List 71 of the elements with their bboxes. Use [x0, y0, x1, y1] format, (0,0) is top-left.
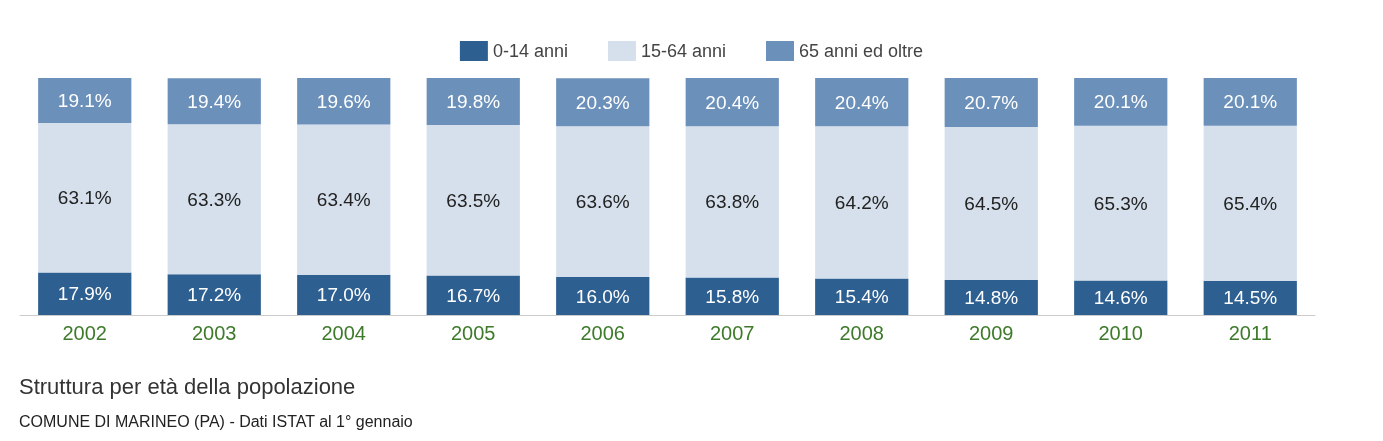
legend-label: 15-64 anni: [640, 41, 727, 61]
data-label: 19.8%: [446, 90, 501, 112]
bar: [1074, 78, 1168, 126]
data-label: 65.4%: [1223, 192, 1278, 214]
data-label: 64.2%: [834, 191, 889, 213]
bar: [1074, 280, 1168, 315]
data-label: 63.4%: [316, 189, 371, 211]
data-label: 15.4%: [834, 286, 889, 308]
data-label: 16.0%: [575, 285, 630, 307]
data-label: 16.7%: [446, 284, 501, 306]
bar: [167, 78, 261, 125]
x-tick-label: 2004: [321, 322, 366, 344]
bar: [297, 78, 391, 125]
data-label: 17.9%: [57, 283, 112, 305]
data-label: 14.6%: [1093, 287, 1148, 309]
text: COMUNE DI MARINEO (PA) - Dati ISTAT al 1° gennaio: [19, 412, 413, 430]
legend-label: 65 anni ed oltre: [799, 41, 924, 61]
x-tick-label: 2003: [192, 322, 237, 344]
x-tick-label: 2005: [451, 322, 496, 344]
bar: [426, 275, 520, 315]
data-label: 20.4%: [705, 91, 760, 113]
bar: [1074, 125, 1168, 281]
data-label: 64.5%: [964, 192, 1019, 214]
data-label: 20.1%: [1093, 91, 1148, 113]
bar: [556, 126, 650, 278]
legend-label: 0-14 anni: [492, 41, 568, 61]
bar: [944, 78, 1038, 128]
x-tick-label: 2011: [1228, 322, 1272, 344]
data-label: 20.1%: [1223, 91, 1278, 113]
data-label: 15.8%: [705, 285, 760, 307]
data-label: 14.8%: [964, 286, 1019, 308]
data-label: 17.2%: [187, 284, 242, 306]
bar: [38, 123, 132, 273]
data-label: 19.1%: [57, 90, 112, 112]
x-tick-label: 2008: [839, 322, 884, 344]
data-label: 63.5%: [446, 189, 501, 211]
bar: [426, 124, 520, 276]
bar: [556, 78, 650, 127]
x-tick-label: 2009: [969, 322, 1014, 344]
bar: [556, 277, 650, 315]
data-label: 19.4%: [187, 90, 242, 112]
x-tick-label: 2007: [710, 322, 755, 344]
data-label: 20.3%: [575, 91, 630, 113]
bar: [944, 127, 1038, 280]
x-tick-label: 2002: [62, 322, 107, 344]
data-label: 14.5%: [1223, 287, 1278, 309]
bar: [426, 78, 520, 125]
bar: [1203, 125, 1297, 281]
data-label: 63.1%: [57, 187, 112, 209]
data-label: 63.8%: [705, 191, 760, 213]
bar: [815, 126, 909, 279]
bar: [815, 78, 909, 127]
text: Struttura per età della popolazione: [19, 373, 356, 399]
x-tick-label: 2006: [580, 322, 625, 344]
data-label: 65.3%: [1093, 192, 1148, 214]
data-label: 63.6%: [575, 191, 630, 213]
bar: [38, 272, 132, 315]
bar: [1203, 78, 1297, 126]
x-tick-label: 2010: [1098, 322, 1143, 344]
bar: [167, 124, 261, 275]
bar: [685, 126, 779, 278]
data-label: 17.0%: [316, 284, 371, 306]
bar: [297, 124, 391, 275]
bar: [297, 274, 391, 315]
data-label: 19.6%: [316, 90, 371, 112]
data-label: 20.7%: [964, 92, 1019, 114]
bar: [685, 78, 779, 127]
data-label: 20.4%: [834, 91, 889, 113]
data-label: 63.3%: [187, 188, 242, 210]
bar: [38, 78, 132, 124]
bar: [167, 274, 261, 315]
